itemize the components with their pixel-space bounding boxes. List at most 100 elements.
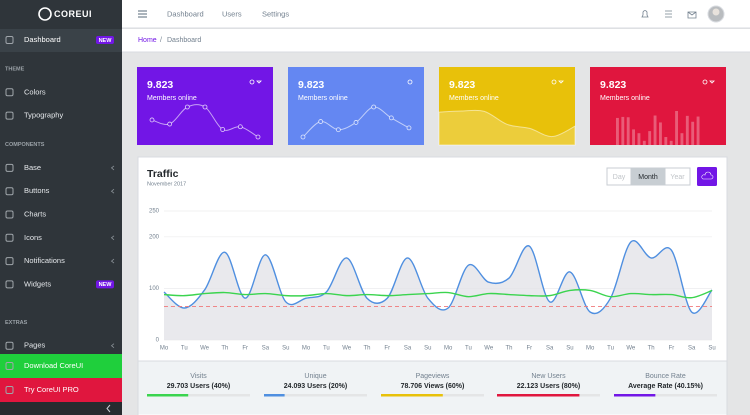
download-button[interactable] <box>0 354 122 378</box>
period-button-text[interactable]: Month <box>638 174 658 181</box>
x-tick-label: Mo <box>444 346 453 352</box>
x-tick-label: Th <box>648 346 655 352</box>
y-tick-label: 100 <box>149 286 160 292</box>
x-tick-label: Su <box>282 346 289 352</box>
progress-bar <box>497 394 580 397</box>
widget-pin-icon[interactable] <box>407 79 413 85</box>
brand-area <box>0 0 122 28</box>
spark-bar <box>696 116 700 145</box>
spark-bar <box>653 115 657 145</box>
nav-section-title: EXTRAS <box>5 320 28 326</box>
breadcrumb-link[interactable]: Home <box>138 37 157 44</box>
widget-label: Members online <box>147 95 197 102</box>
nav-item[interactable]: Dashboard <box>24 35 61 44</box>
sparkline-point <box>255 134 261 140</box>
nav-icon <box>5 233 14 242</box>
spark-bar <box>642 140 646 145</box>
widget-menu-icon[interactable] <box>249 79 262 85</box>
pro-button[interactable] <box>0 378 122 402</box>
download-text[interactable]: Download CoreUI <box>24 361 83 370</box>
traffic-title: Traffic <box>147 168 179 180</box>
badge-text: NEW <box>99 282 113 288</box>
sparkline-point <box>300 134 306 140</box>
nav-item[interactable]: Notifications <box>24 256 65 265</box>
x-tick-label: Fr <box>384 346 390 352</box>
sparkline-point <box>406 125 412 131</box>
series-area <box>164 240 712 340</box>
sparkline-point <box>149 117 155 123</box>
nav-item[interactable]: Typography <box>24 111 63 120</box>
x-tick-label: Sa <box>688 346 696 352</box>
progress-bar <box>264 394 285 397</box>
progress-track <box>147 394 250 397</box>
x-tick-label: Sa <box>546 346 554 352</box>
pro-text[interactable]: Try CoreUI PRO <box>24 385 79 394</box>
progress-bar <box>147 394 189 397</box>
badge <box>96 280 114 289</box>
nav-chevron <box>110 235 115 241</box>
sparkline-point <box>353 120 359 125</box>
spark-bar <box>648 131 652 145</box>
nav-item[interactable]: Icons <box>24 233 42 242</box>
x-tick-label: Fr <box>669 346 675 352</box>
nav-item[interactable]: Base <box>24 163 41 172</box>
nav-item[interactable]: Colors <box>24 87 46 96</box>
sidebar-minimizer[interactable] <box>0 402 122 415</box>
x-tick-label: Sa <box>262 346 270 352</box>
period-button[interactable] <box>664 167 691 186</box>
spark-bar <box>691 121 695 145</box>
stat-label: Bounce Rate <box>645 373 686 380</box>
x-tick-label: Mo <box>160 346 169 352</box>
period-button-text[interactable]: Day <box>613 174 626 181</box>
widget-value: 9.823 <box>449 79 475 91</box>
bell-icon[interactable] <box>641 10 649 18</box>
download-chart-button[interactable] <box>697 167 717 186</box>
spark-bar <box>664 137 668 145</box>
x-tick-label: Mo <box>586 346 595 352</box>
widget-value: 9.823 <box>147 79 173 91</box>
widget-menu-icon[interactable] <box>551 79 564 85</box>
nav-item[interactable]: Buttons <box>24 186 50 195</box>
widget-menu-icon[interactable] <box>702 79 715 85</box>
brand-logo <box>38 7 52 21</box>
nav-icon <box>5 341 14 350</box>
sparkline-point <box>202 104 208 110</box>
nav-chevron <box>110 165 115 171</box>
header-nav-link[interactable]: Users <box>222 9 242 18</box>
stat-value: 78.706 Views (60%) <box>401 383 465 390</box>
period-button-text[interactable]: Year <box>670 174 685 181</box>
nav-icon <box>5 362 14 370</box>
x-tick-label: Su <box>566 346 573 352</box>
x-tick-label: Tu <box>607 346 614 352</box>
x-tick-label: We <box>200 346 210 352</box>
x-tick-label: Tu <box>465 346 472 352</box>
header-nav-link[interactable]: Settings <box>262 9 289 18</box>
sidebar <box>0 0 122 415</box>
list-icon[interactable] <box>665 10 672 18</box>
badge-text: NEW <box>99 38 113 44</box>
sparkline-point <box>220 127 226 132</box>
spark-bar <box>632 129 635 145</box>
spark-bar <box>680 133 684 145</box>
widget-card <box>590 67 726 145</box>
stat-value: Average Rate (40.15%) <box>628 383 703 390</box>
nav-icon <box>5 163 14 172</box>
series-line <box>163 239 713 315</box>
widget-label: Members online <box>600 95 650 102</box>
widget-label: Members online <box>449 95 499 102</box>
nav-item-active[interactable] <box>0 29 122 52</box>
sparkline-area <box>438 109 576 146</box>
sparkline-point <box>237 124 243 130</box>
stat-label: Pageviews <box>416 373 450 380</box>
brand-name: COREUI <box>54 9 92 19</box>
header-nav-link[interactable]: Dashboard <box>167 9 204 18</box>
x-tick-label: Sa <box>404 346 412 352</box>
nav-item[interactable]: Pages <box>24 341 46 350</box>
nav-item[interactable]: Widgets <box>24 279 51 288</box>
sparkline-point <box>388 115 394 121</box>
nav-icon <box>5 36 14 44</box>
mail-icon[interactable] <box>687 11 697 19</box>
spark-bar <box>669 140 673 145</box>
nav-item[interactable]: Charts <box>24 209 46 218</box>
